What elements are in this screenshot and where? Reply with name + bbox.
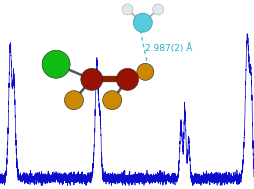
Ellipse shape bbox=[102, 91, 121, 110]
Ellipse shape bbox=[64, 91, 83, 110]
Ellipse shape bbox=[116, 68, 138, 90]
Ellipse shape bbox=[121, 4, 133, 15]
Ellipse shape bbox=[136, 63, 153, 80]
Ellipse shape bbox=[152, 4, 163, 15]
Ellipse shape bbox=[133, 13, 152, 32]
Ellipse shape bbox=[81, 68, 102, 90]
Ellipse shape bbox=[42, 50, 70, 78]
Text: 2.987(2) Å: 2.987(2) Å bbox=[145, 43, 192, 53]
